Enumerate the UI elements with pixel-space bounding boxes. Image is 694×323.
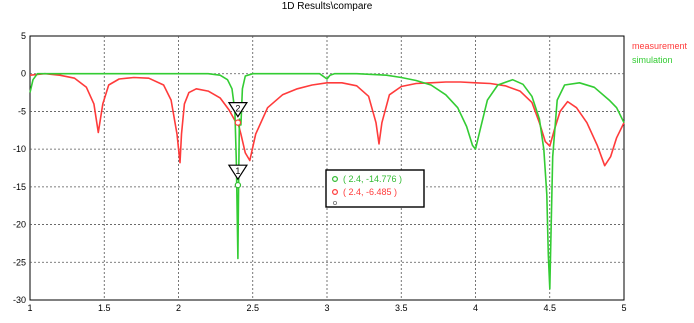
x-tick-label: 4.5 <box>543 303 556 313</box>
legend-measurement[interactable]: measurement <box>632 41 687 51</box>
x-tick-label: 4 <box>473 303 478 313</box>
series-layer <box>29 72 625 290</box>
marker-layer: 1 2 ( 2.4, -14.776 ) ( 2.4, -6.485 ) <box>227 102 425 208</box>
marker-flag-1[interactable] <box>227 164 248 181</box>
legend-label-measurement: measurement <box>632 41 688 51</box>
marker-point-1[interactable] <box>234 181 242 189</box>
readout-box <box>325 169 425 208</box>
x-tick-label: 2 <box>176 303 181 313</box>
y-tick-label: -5 <box>18 106 26 116</box>
y-tick-label: -10 <box>13 144 26 154</box>
readout-line-1: ( 2.4, -6.485 ) <box>343 187 397 197</box>
axis-ticks: 1 1.5 2 2.5 3 3.5 4 4.5 5 5 0 -5 -10 -15 -20 -25 -30 <box>13 31 627 313</box>
x-tick-label: 2.5 <box>246 303 259 313</box>
x-tick-label: 5 <box>621 303 626 313</box>
x-tick-label: 3 <box>324 303 329 313</box>
y-tick-label: 0 <box>21 69 26 79</box>
x-tick-label: 1 <box>27 303 32 313</box>
y-tick-label: 5 <box>21 31 26 41</box>
legend-simulation[interactable]: simulation <box>632 55 673 65</box>
series-line-measurement[interactable] <box>29 72 625 167</box>
marker-label-1: 1 <box>235 166 240 176</box>
y-tick-label: -15 <box>13 182 26 192</box>
marker-point-2[interactable] <box>234 119 242 126</box>
marker-flag-2[interactable] <box>227 102 248 118</box>
chart-title: 1D Results\compare <box>281 1 373 12</box>
legend-label-simulation: simulation <box>632 55 673 65</box>
readout-point-icon <box>332 176 339 183</box>
readout-line-0: ( 2.4, -14.776 ) <box>343 174 402 184</box>
readout-point-icon <box>332 189 339 196</box>
y-tick-label: -20 <box>13 220 26 230</box>
y-tick-label: -30 <box>13 295 26 305</box>
x-tick-label: 1.5 <box>98 303 111 313</box>
readout-extra-icon <box>332 200 337 205</box>
series-line-simulation[interactable] <box>29 72 625 290</box>
y-tick-label: -25 <box>13 257 26 267</box>
marker-label-2: 2 <box>235 104 240 114</box>
x-tick-label: 3.5 <box>395 303 408 313</box>
